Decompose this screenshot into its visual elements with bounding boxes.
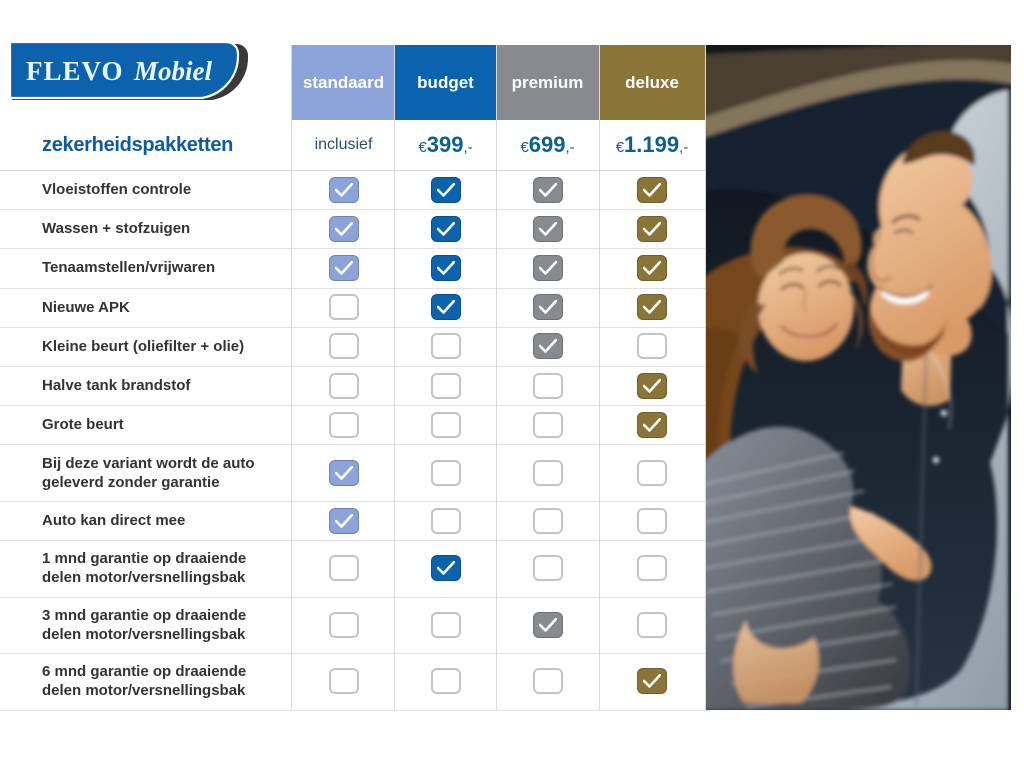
svg-text:FLEVO: FLEVO (26, 56, 123, 86)
svg-text:Mobiel: Mobiel (133, 56, 212, 86)
